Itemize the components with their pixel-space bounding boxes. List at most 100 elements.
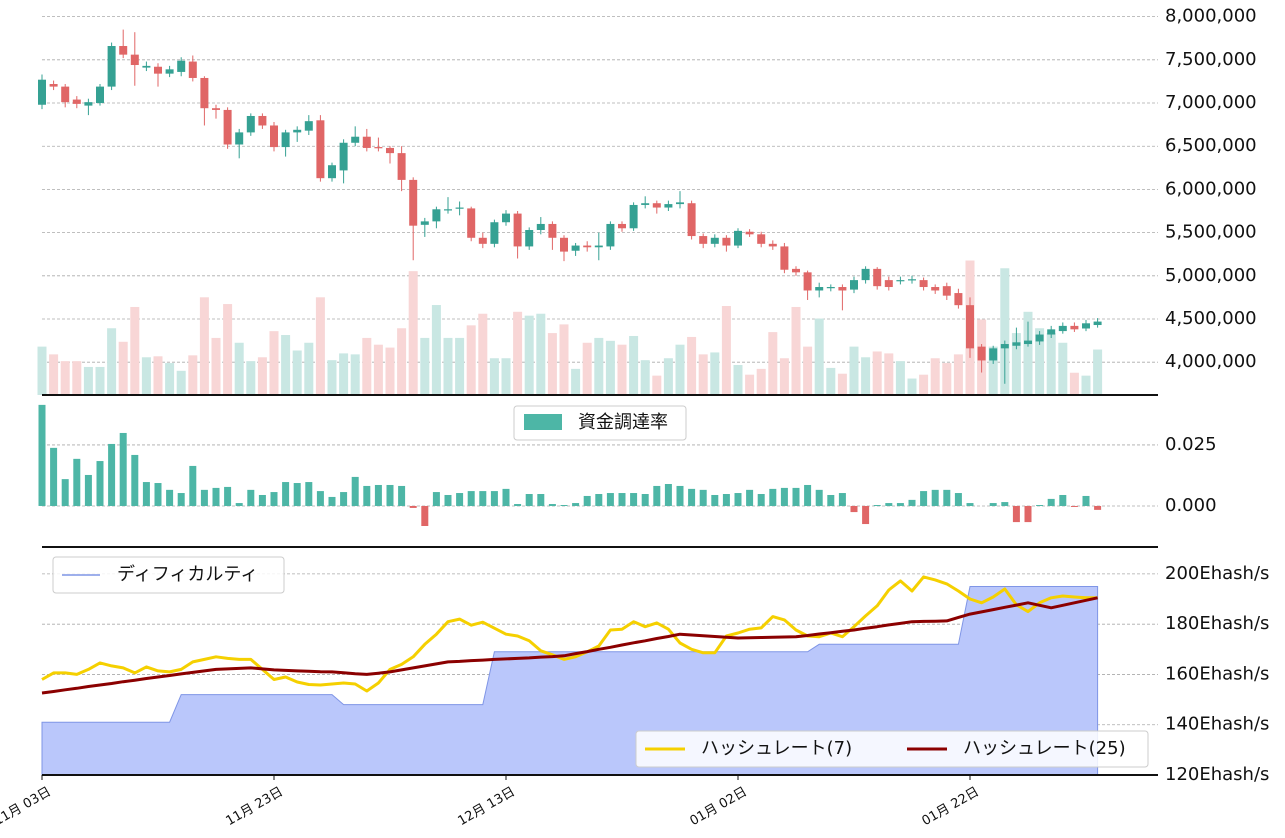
volume-bar xyxy=(478,313,488,395)
funding-bar xyxy=(1094,505,1102,510)
candle-body xyxy=(734,230,742,246)
candle-body xyxy=(293,129,302,133)
volume-bar xyxy=(1069,372,1079,395)
funding-bar xyxy=(954,493,962,506)
volume-bar xyxy=(745,374,755,395)
funding-bar xyxy=(374,484,382,506)
funding-bar xyxy=(1024,505,1032,523)
y-tick-label: 4,000,000 xyxy=(1165,351,1257,372)
volume-bar xyxy=(629,335,639,395)
candle-body xyxy=(780,246,789,270)
candle-body xyxy=(258,115,267,126)
hashrate-line xyxy=(41,575,1098,693)
legend: ハッシュレート(7) ハッシュレート(25) xyxy=(635,730,1149,768)
funding-bar xyxy=(1001,502,1009,506)
y-tick-label: 120Ehash/s xyxy=(1165,764,1269,785)
volume-bar xyxy=(663,358,673,395)
volume-bar xyxy=(803,346,813,395)
candle-body xyxy=(850,280,858,290)
volume-bar xyxy=(466,325,476,395)
funding-bar xyxy=(96,461,104,506)
funding-bar xyxy=(154,483,162,506)
candle-body xyxy=(966,305,974,349)
candle-body xyxy=(1000,344,1009,349)
candle-body xyxy=(1012,342,1021,346)
candle-body xyxy=(618,223,626,229)
funding-bar xyxy=(351,476,359,506)
funding-bar xyxy=(653,485,661,506)
funding-bar xyxy=(606,493,614,506)
volume-bar xyxy=(524,315,534,395)
funding-bar xyxy=(815,489,823,506)
funding-bar xyxy=(1070,505,1078,507)
volume-bar xyxy=(339,353,349,395)
candle-body xyxy=(397,153,406,180)
volume-bar xyxy=(779,358,789,395)
legend-label: 資金調達率 xyxy=(578,412,668,433)
candle-body xyxy=(386,147,394,154)
volume-bar xyxy=(942,363,952,395)
funding-bar xyxy=(432,492,440,506)
x-tick-label: 12月 13日 xyxy=(456,785,518,830)
funding-bar xyxy=(166,489,174,506)
volume-bar xyxy=(837,373,847,395)
funding-bar xyxy=(896,503,904,506)
funding-bar xyxy=(664,484,672,506)
funding-bar xyxy=(908,499,916,506)
funding-bar xyxy=(258,494,266,506)
funding-bar xyxy=(247,489,255,506)
candle-body xyxy=(560,237,568,252)
y-tick-label: 7,500,000 xyxy=(1165,49,1257,70)
funding-bar xyxy=(421,505,429,526)
funding-bar xyxy=(398,485,406,506)
volume-bar xyxy=(721,305,731,395)
funding-bar xyxy=(827,494,835,506)
candle-body xyxy=(687,203,696,237)
volume-bar xyxy=(1046,333,1056,395)
volume-bar xyxy=(37,346,47,395)
funding-bar xyxy=(235,503,243,506)
candle-body xyxy=(710,237,719,244)
candle-body xyxy=(641,203,650,205)
volume-bar xyxy=(257,357,267,395)
funding-bar xyxy=(699,489,707,506)
funding-bar xyxy=(885,503,893,506)
funding-bar xyxy=(757,494,765,506)
funding-bar xyxy=(560,505,568,506)
volume-bar xyxy=(988,346,998,395)
volume-bar xyxy=(884,353,894,395)
volume-bar xyxy=(733,365,743,395)
funding-bar xyxy=(340,492,348,506)
volume-bar xyxy=(83,366,93,395)
volume-bar xyxy=(246,361,256,395)
funding-bar xyxy=(38,404,46,506)
candle-body xyxy=(815,287,824,291)
funding-bar xyxy=(293,483,301,506)
funding-bar xyxy=(1012,505,1020,523)
funding-bar xyxy=(119,432,127,506)
volume-bar xyxy=(223,304,233,395)
candle-body xyxy=(571,245,580,251)
funding-bar xyxy=(1047,498,1055,506)
hashrate-line xyxy=(41,596,1098,695)
volume-bar xyxy=(710,352,720,395)
candle-body xyxy=(502,213,510,223)
y-tick-label: 6,500,000 xyxy=(1165,135,1257,156)
volume-bar xyxy=(617,344,627,395)
volume-bar xyxy=(327,360,337,395)
candle-body xyxy=(142,65,151,68)
candle-body xyxy=(548,223,557,238)
volume-bar xyxy=(211,337,221,395)
y-tick-label: 0.025 xyxy=(1165,434,1217,455)
funding-bar xyxy=(189,465,197,506)
candle-body xyxy=(165,69,174,74)
volume-bar xyxy=(60,361,70,395)
volume-bar xyxy=(373,344,383,395)
volume-bar xyxy=(199,297,209,395)
volume-bar xyxy=(362,337,372,395)
candle-body xyxy=(304,121,313,131)
candle-body xyxy=(838,287,847,291)
x-tick-label: 11月 03日 xyxy=(0,785,54,830)
volume-bar xyxy=(791,306,801,395)
